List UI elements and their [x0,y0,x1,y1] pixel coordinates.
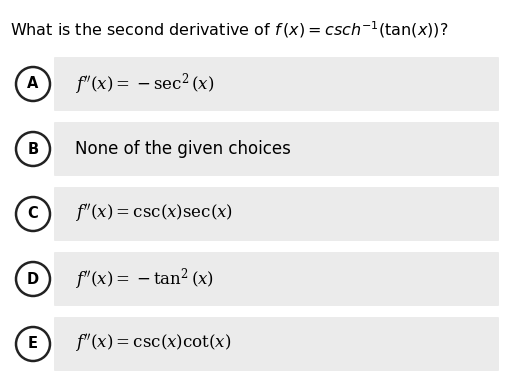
FancyBboxPatch shape [54,122,499,176]
Text: $f''(x) = \csc(x)\cot(x)$: $f''(x) = \csc(x)\cot(x)$ [75,333,231,355]
FancyBboxPatch shape [54,252,499,306]
Circle shape [16,132,50,166]
Text: $f''(x) = -\tan^2(x)$: $f''(x) = -\tan^2(x)$ [75,266,214,292]
Text: E: E [28,337,38,351]
Text: C: C [27,207,39,222]
FancyBboxPatch shape [54,57,499,111]
Text: A: A [27,76,39,92]
Circle shape [16,197,50,231]
Text: B: B [27,141,39,157]
Text: $f''(x) = -\sec^2(x)$: $f''(x) = -\sec^2(x)$ [75,71,214,97]
Text: None of the given choices: None of the given choices [75,140,291,158]
FancyBboxPatch shape [54,187,499,241]
Text: D: D [27,272,39,286]
Circle shape [16,262,50,296]
Text: $f''(x) = \csc(x)\sec(x)$: $f''(x) = \csc(x)\sec(x)$ [75,203,233,225]
Circle shape [16,67,50,101]
Text: What is the second derivative of $f\,(x) =\mathit{csch}^{-1}(\tan(x))$?: What is the second derivative of $f\,(x)… [10,19,448,40]
Circle shape [16,327,50,361]
FancyBboxPatch shape [54,317,499,371]
